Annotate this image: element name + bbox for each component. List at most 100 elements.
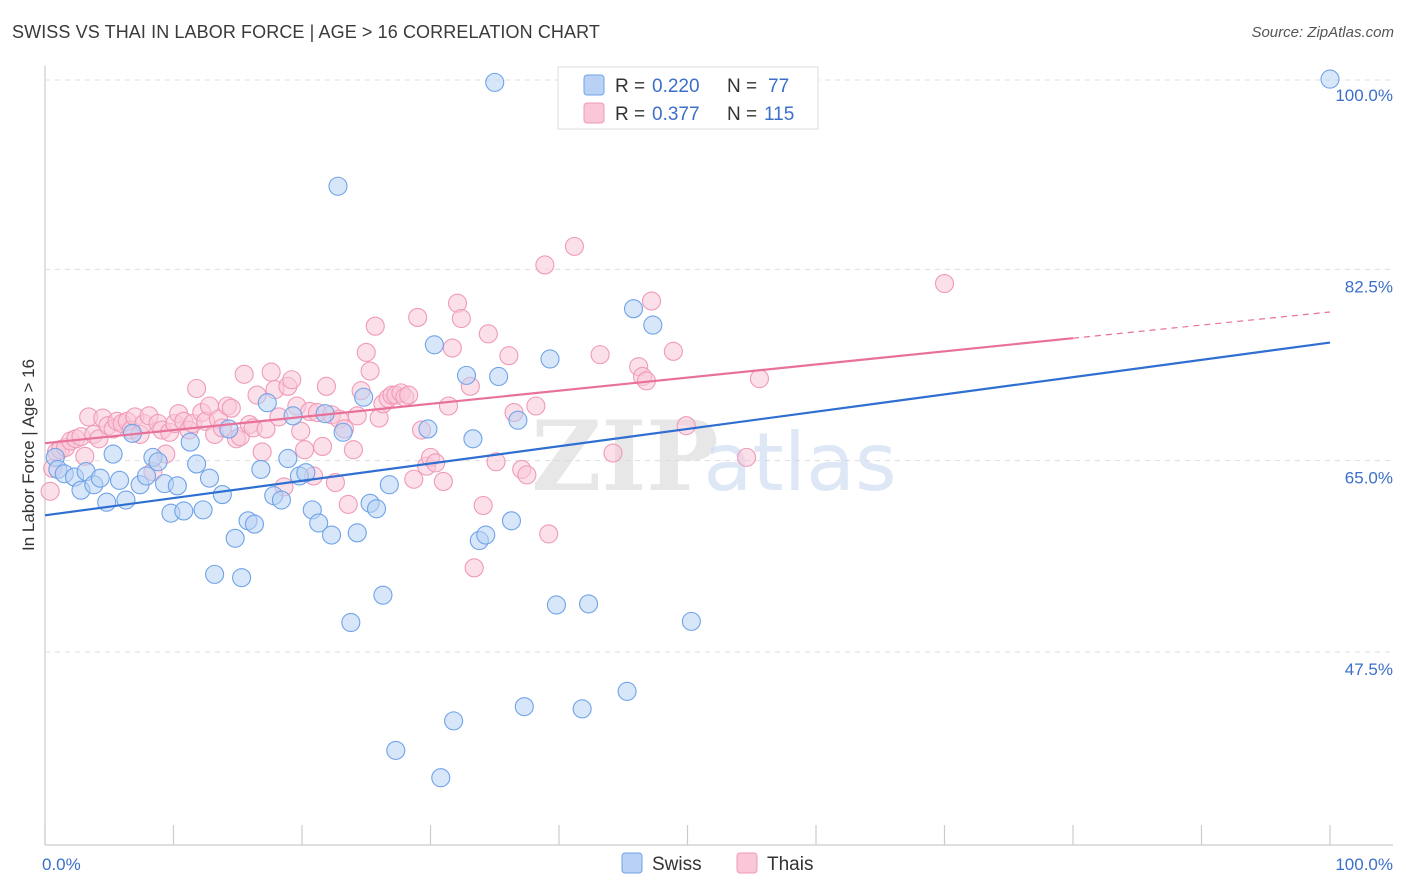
thais-point <box>408 307 428 327</box>
swiss-point <box>444 711 464 731</box>
legend-r-swiss: 0.220 <box>652 76 700 97</box>
swiss-point <box>322 525 342 545</box>
swiss-point <box>296 463 316 483</box>
thais-points <box>40 236 955 578</box>
swiss-point <box>148 452 168 472</box>
swiss-point <box>1320 69 1340 89</box>
y-tick-label: 65.0% <box>1345 469 1393 488</box>
legend-n-label: N = <box>727 104 757 125</box>
swiss-point <box>109 470 130 490</box>
x-axis-ticks <box>44 825 1331 845</box>
stats-legend: R = 0.220 N = 77 R = 0.377 N = 115 <box>557 66 819 130</box>
thais-point <box>641 291 662 311</box>
chart-title: SWISS VS THAI IN LABOR FORCE | AGE > 16 … <box>12 22 601 42</box>
legend-r-label: R = <box>615 76 645 97</box>
swiss-point <box>508 410 528 430</box>
thais-point <box>438 396 459 416</box>
thais-point <box>316 376 336 396</box>
thais-point <box>399 385 419 405</box>
swiss-point <box>187 454 207 474</box>
swiss-point <box>167 476 187 496</box>
thais-point <box>539 524 559 544</box>
legend-r-label: R = <box>615 104 645 125</box>
swiss-point <box>257 393 277 413</box>
series-swatch-swiss <box>621 852 643 874</box>
thais-point <box>338 494 358 514</box>
swiss-point <box>431 768 451 788</box>
swiss-point <box>90 468 110 488</box>
y-tick-label: 82.5% <box>1345 277 1393 296</box>
thais-point <box>40 481 60 501</box>
swiss-point <box>617 681 637 701</box>
thais-point <box>478 324 498 344</box>
thais-point <box>663 341 683 361</box>
thais-point <box>464 558 484 578</box>
swiss-point <box>354 387 374 407</box>
swiss-point <box>193 500 213 520</box>
swiss-point <box>424 335 444 355</box>
thais-point <box>451 308 471 329</box>
thais-point <box>282 370 302 390</box>
y-tick-labels: 100.0% 82.5% 65.0% 47.5% <box>1335 86 1393 679</box>
legend-n-thais: 115 <box>764 104 794 125</box>
thais-point <box>564 236 584 256</box>
x-tick-label: 100.0% <box>1335 855 1393 874</box>
swiss-point <box>366 499 387 519</box>
swiss-point <box>456 365 477 385</box>
swiss-point <box>199 468 220 488</box>
thais-trend-extension <box>1072 311 1331 339</box>
thais-point <box>603 443 623 463</box>
swiss-point <box>328 176 348 196</box>
thais-point <box>433 471 453 491</box>
swiss-point <box>180 432 200 452</box>
swiss-point <box>174 501 194 521</box>
thais-point <box>526 396 546 416</box>
thais-point <box>934 273 955 294</box>
swiss-point <box>540 349 560 369</box>
series-label-thais: Thais <box>767 854 813 875</box>
swiss-point <box>386 740 406 760</box>
thais-point <box>404 469 424 489</box>
thais-point <box>343 440 363 460</box>
swiss-point <box>232 568 252 588</box>
swiss-point <box>205 564 225 584</box>
swiss-point <box>476 525 496 545</box>
thais-point <box>221 398 241 418</box>
thais-point <box>261 362 281 382</box>
legend-r-thais: 0.377 <box>652 104 700 125</box>
swiss-point <box>309 513 329 533</box>
thais-point <box>252 442 272 462</box>
thais-point <box>347 406 367 426</box>
swiss-point <box>643 315 663 335</box>
swiss-point <box>103 444 123 464</box>
swiss-point <box>347 523 367 543</box>
swiss-point <box>623 299 644 319</box>
swiss-point <box>514 697 534 717</box>
swiss-point <box>489 366 509 387</box>
swiss-point <box>501 511 522 531</box>
thais-point <box>473 495 493 516</box>
swiss-point <box>579 594 599 614</box>
swiss-point <box>219 419 239 439</box>
legend-swatch-thais <box>583 102 605 124</box>
swiss-point <box>136 466 157 486</box>
swiss-trend-line <box>44 341 1331 517</box>
y-tick-label: 100.0% <box>1335 86 1393 105</box>
thais-point <box>356 342 376 362</box>
watermark-atlas: atlas <box>703 416 896 509</box>
thais-point <box>737 447 757 467</box>
thais-point <box>535 255 555 275</box>
y-axis-label: In Labor Force | Age > 16 <box>19 359 38 551</box>
thais-trend-line <box>44 337 1074 445</box>
swiss-point <box>244 514 265 534</box>
swiss-point <box>271 490 291 510</box>
thais-point <box>517 465 537 485</box>
swiss-point <box>283 406 303 426</box>
legend-n-swiss: 77 <box>768 76 789 97</box>
source-label: Source: ZipAtlas.com <box>1251 24 1394 41</box>
thais-point <box>676 416 696 436</box>
series-label-swiss: Swiss <box>652 854 702 875</box>
y-tick-label: 47.5% <box>1345 660 1393 679</box>
thais-point <box>234 364 254 384</box>
